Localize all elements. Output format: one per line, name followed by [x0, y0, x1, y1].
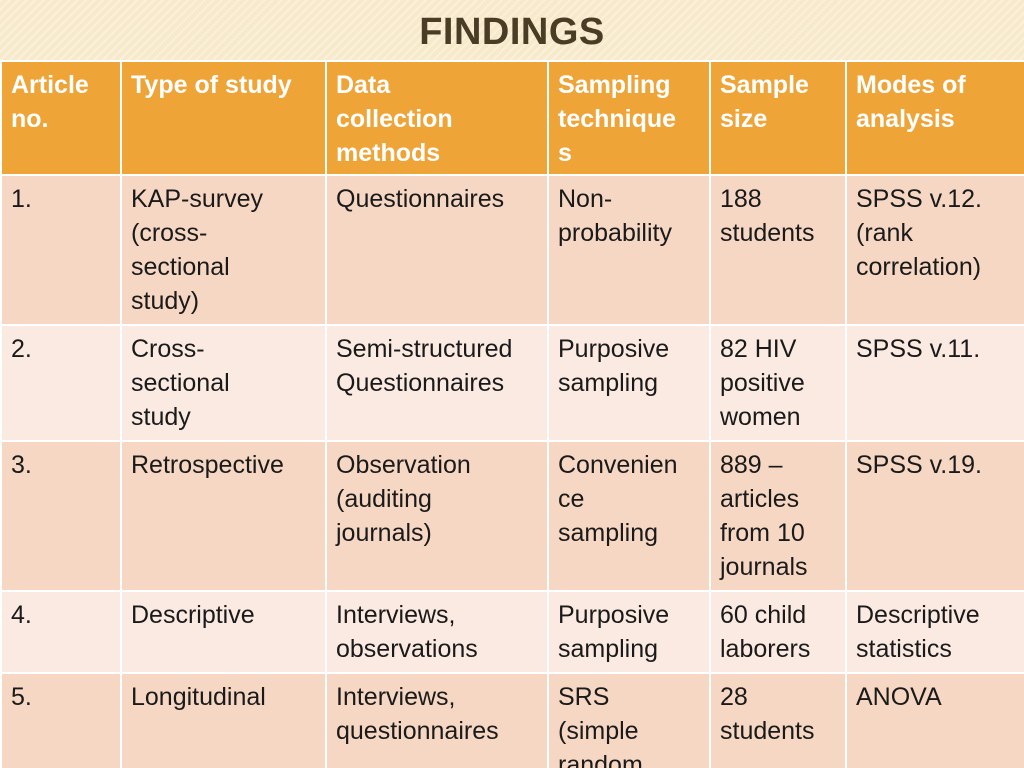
cell-type-of-study: KAP-survey (cross- sectional study) — [120, 174, 327, 326]
cell-sample-size: 28 students — [709, 672, 847, 768]
header-sample-size: Sample size — [709, 60, 847, 176]
table-row: 5. Longitudinal Interviews, questionnair… — [0, 672, 1024, 768]
header-type-of-study: Type of study — [120, 60, 327, 176]
cell-data-collection: Interviews, observations — [325, 590, 549, 674]
cell-type-of-study: Longitudinal — [120, 672, 327, 768]
cell-type-of-study: Cross- sectional study — [120, 324, 327, 442]
cell-sample-size: 82 HIV positive women — [709, 324, 847, 442]
table-row: 4. Descriptive Interviews, observations … — [0, 590, 1024, 674]
header-article-no: Article no. — [0, 60, 122, 176]
cell-sampling: Convenien ce sampling — [547, 440, 711, 592]
cell-article-no: 1. — [0, 174, 122, 326]
cell-data-collection: Interviews, questionnaires — [325, 672, 549, 768]
cell-article-no: 2. — [0, 324, 122, 442]
header-sampling-techniques: Sampling technique s — [547, 60, 711, 176]
table-row: 2. Cross- sectional study Semi-structure… — [0, 324, 1024, 442]
cell-article-no: 3. — [0, 440, 122, 592]
cell-data-collection: Observation (auditing journals) — [325, 440, 549, 592]
cell-sample-size: 60 child laborers — [709, 590, 847, 674]
cell-sampling: Purposive sampling — [547, 324, 711, 442]
findings-table: Article no. Type of study Data collectio… — [0, 60, 1024, 768]
cell-analysis: SPSS v.11. — [845, 324, 1024, 442]
slide-title: FINDINGS — [419, 11, 605, 53]
cell-analysis: ANOVA — [845, 672, 1024, 768]
cell-article-no: 5. — [0, 672, 122, 768]
cell-sampling: SRS (simple random — [547, 672, 711, 768]
cell-type-of-study: Retrospective — [120, 440, 327, 592]
cell-analysis: SPSS v.19. — [845, 440, 1024, 592]
table-row: 3. Retrospective Observation (auditing j… — [0, 440, 1024, 592]
cell-sampling: Non- probability — [547, 174, 711, 326]
cell-sampling: Purposive sampling — [547, 590, 711, 674]
cell-sample-size: 889 – articles from 10 journals — [709, 440, 847, 592]
cell-data-collection: Semi-structured Questionnaires — [325, 324, 549, 442]
header-modes-of-analysis: Modes of analysis — [845, 60, 1024, 176]
cell-data-collection: Questionnaires — [325, 174, 549, 326]
table-row: 1. KAP-survey (cross- sectional study) Q… — [0, 174, 1024, 326]
cell-analysis: Descriptive statistics — [845, 590, 1024, 674]
cell-type-of-study: Descriptive — [120, 590, 327, 674]
cell-article-no: 4. — [0, 590, 122, 674]
cell-analysis: SPSS v.12. (rank correlation) — [845, 174, 1024, 326]
header-data-collection-methods: Data collection methods — [325, 60, 549, 176]
cell-sample-size: 188 students — [709, 174, 847, 326]
table-header-row: Article no. Type of study Data collectio… — [0, 60, 1024, 176]
